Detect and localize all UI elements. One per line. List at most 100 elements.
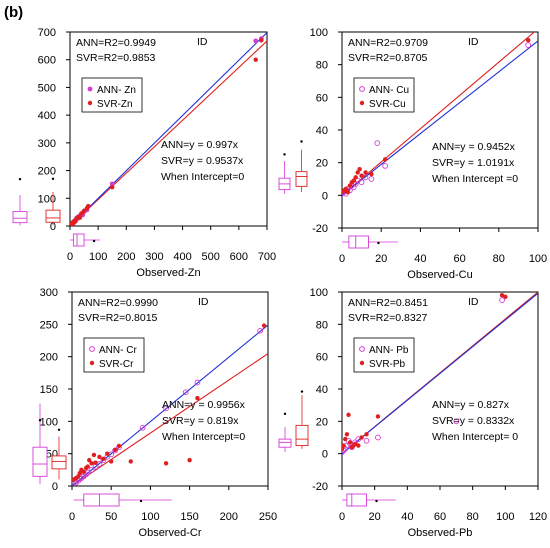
outlier-dot [283, 412, 287, 416]
svr-point [363, 170, 368, 175]
svr-boxplot-y [295, 390, 309, 449]
box [295, 171, 308, 187]
x-tick-label: 150 [180, 511, 198, 523]
ann-point [182, 389, 189, 396]
legend-ann-marker [89, 346, 95, 352]
legend-svr-marker [359, 360, 365, 366]
ann-point [525, 42, 532, 48]
x-tick-label: 300 [145, 251, 163, 263]
y-tick-label: 40 [316, 384, 328, 396]
svr-point [344, 432, 350, 437]
x-tick-label: 200 [220, 511, 238, 523]
svr-point [345, 189, 351, 195]
svr-point [382, 157, 388, 162]
legend: ANN- Cu SVR-Cu [353, 77, 415, 113]
equation-text: ANN=y = 0.9956x [162, 399, 246, 411]
svr-fit-line [342, 32, 536, 196]
legend-svr-label: SVR-Cr [99, 359, 134, 370]
y-tick-label: 150 [40, 384, 58, 396]
svr-point [81, 469, 86, 474]
box [278, 438, 292, 448]
legend-ann-label: ANN- Zn [97, 85, 136, 96]
legend: ANN- Zn SVR-Zn [81, 77, 143, 113]
svr-r2-text: SVR=R2=0.8327 [348, 312, 428, 324]
outlier-dot [375, 499, 378, 503]
ann-r2-text: ANN=R2=0.9949 [76, 37, 156, 49]
x-axis-label: Observed-Zn [136, 267, 200, 279]
y-tick-label: 500 [38, 82, 56, 94]
equation-text: ANN=y = 0.827x [432, 399, 510, 411]
ann-boxplot-y [278, 412, 292, 453]
outlier-dot [377, 241, 380, 245]
y-tick-label: 400 [38, 110, 56, 122]
x-tick-label: 100 [496, 511, 514, 523]
svr-point [364, 432, 369, 437]
svr-point [351, 178, 356, 183]
svr-point [503, 294, 508, 300]
y-tick-label: 100 [38, 193, 56, 205]
legend-svr-label: SVR-Cu [369, 99, 406, 110]
svr-point [163, 461, 169, 466]
svr-point [347, 440, 353, 445]
svr-fit-line [70, 40, 267, 226]
svr-point [526, 37, 531, 43]
ann-point [358, 179, 365, 186]
svr-point [81, 208, 87, 213]
x-tick-label: 40 [414, 253, 426, 265]
ann-boxplot-y [278, 153, 291, 194]
ann-point [88, 466, 95, 473]
x-tick-label: 700 [258, 251, 276, 263]
y-tick-label: 300 [38, 138, 56, 150]
plot-area [72, 323, 268, 486]
equation-text: ANN=y = 0.9452x [432, 141, 516, 153]
y-tick-label: 60 [316, 352, 328, 364]
x-tick-label: 600 [230, 251, 248, 263]
x-tick-label: 60 [434, 511, 446, 523]
svr-point [112, 447, 118, 452]
x-tick-label: 0 [69, 511, 75, 523]
svr-r2-text: SVR=R2=0.8705 [348, 52, 428, 64]
ann-point [163, 405, 169, 412]
x-tick-label: 0 [67, 251, 73, 263]
y-tick-label: 60 [316, 92, 328, 104]
ann-r2-text: ANN=R2=0.9709 [348, 37, 428, 49]
svr-point [110, 185, 115, 190]
x-tick-label: 60 [453, 253, 465, 265]
ann-r2-text: ANN=R2=0.9990 [78, 297, 158, 309]
ann-point [362, 174, 369, 181]
svr-point [359, 173, 364, 178]
id-tag: ID [468, 296, 479, 308]
x-tick-label: 20 [369, 511, 381, 523]
svr-point [347, 183, 353, 188]
x-tick-label: 80 [467, 511, 479, 523]
x-tick-label: 100 [89, 251, 107, 263]
y-tick-label: 80 [316, 319, 328, 331]
ann-point [375, 434, 381, 441]
outlier-dot [18, 177, 22, 181]
x-tick-label: 500 [202, 251, 220, 263]
svr-point [93, 460, 98, 465]
svr-point [105, 451, 110, 456]
legend-box [81, 77, 143, 113]
svr-point [87, 457, 92, 463]
legend: ANN- Pb SVR-Pb [353, 337, 415, 373]
y-tick-label: 20 [316, 416, 328, 428]
y-tick-label: -20 [312, 223, 328, 235]
x-tick-label: 50 [105, 511, 117, 523]
ann-point [499, 297, 505, 303]
y-tick-label: 100 [310, 287, 328, 299]
x-tick-label: 250 [259, 511, 277, 523]
x-tick-label: 120 [529, 511, 547, 523]
y-tick-label: 700 [38, 27, 56, 39]
equation-text: When Intercept =0 [432, 173, 518, 185]
svr-point [342, 443, 346, 448]
svr-point [86, 203, 91, 209]
svr-point [356, 443, 361, 448]
y-tick-label: 0 [322, 190, 328, 202]
ann-point [194, 379, 201, 386]
svr-point [499, 293, 505, 298]
outlier-dot [92, 239, 96, 243]
observed-boxplot-x [73, 493, 172, 507]
outlier-dot [300, 390, 304, 393]
svr-point [101, 456, 106, 462]
